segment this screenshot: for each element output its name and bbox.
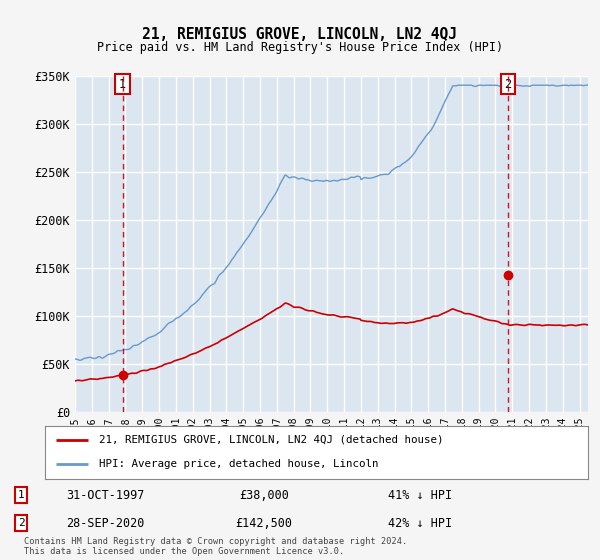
Text: 21, REMIGIUS GROVE, LINCOLN, LN2 4QJ (detached house): 21, REMIGIUS GROVE, LINCOLN, LN2 4QJ (de…	[100, 435, 444, 445]
Text: 21, REMIGIUS GROVE, LINCOLN, LN2 4QJ: 21, REMIGIUS GROVE, LINCOLN, LN2 4QJ	[143, 27, 458, 42]
Text: HPI: Average price, detached house, Lincoln: HPI: Average price, detached house, Linc…	[100, 459, 379, 469]
Text: 28-SEP-2020: 28-SEP-2020	[66, 516, 144, 530]
Text: Contains HM Land Registry data © Crown copyright and database right 2024.: Contains HM Land Registry data © Crown c…	[24, 537, 407, 546]
Text: 42% ↓ HPI: 42% ↓ HPI	[388, 516, 452, 530]
Text: 31-OCT-1997: 31-OCT-1997	[66, 488, 144, 502]
Text: 1: 1	[17, 490, 25, 500]
Text: £142,500: £142,500	[235, 516, 293, 530]
Text: 2: 2	[505, 77, 512, 91]
Text: 2: 2	[17, 518, 25, 528]
Text: This data is licensed under the Open Government Licence v3.0.: This data is licensed under the Open Gov…	[24, 547, 344, 556]
Text: 1: 1	[119, 77, 126, 91]
Text: Price paid vs. HM Land Registry's House Price Index (HPI): Price paid vs. HM Land Registry's House …	[97, 41, 503, 54]
Text: 41% ↓ HPI: 41% ↓ HPI	[388, 488, 452, 502]
Text: £38,000: £38,000	[239, 488, 289, 502]
